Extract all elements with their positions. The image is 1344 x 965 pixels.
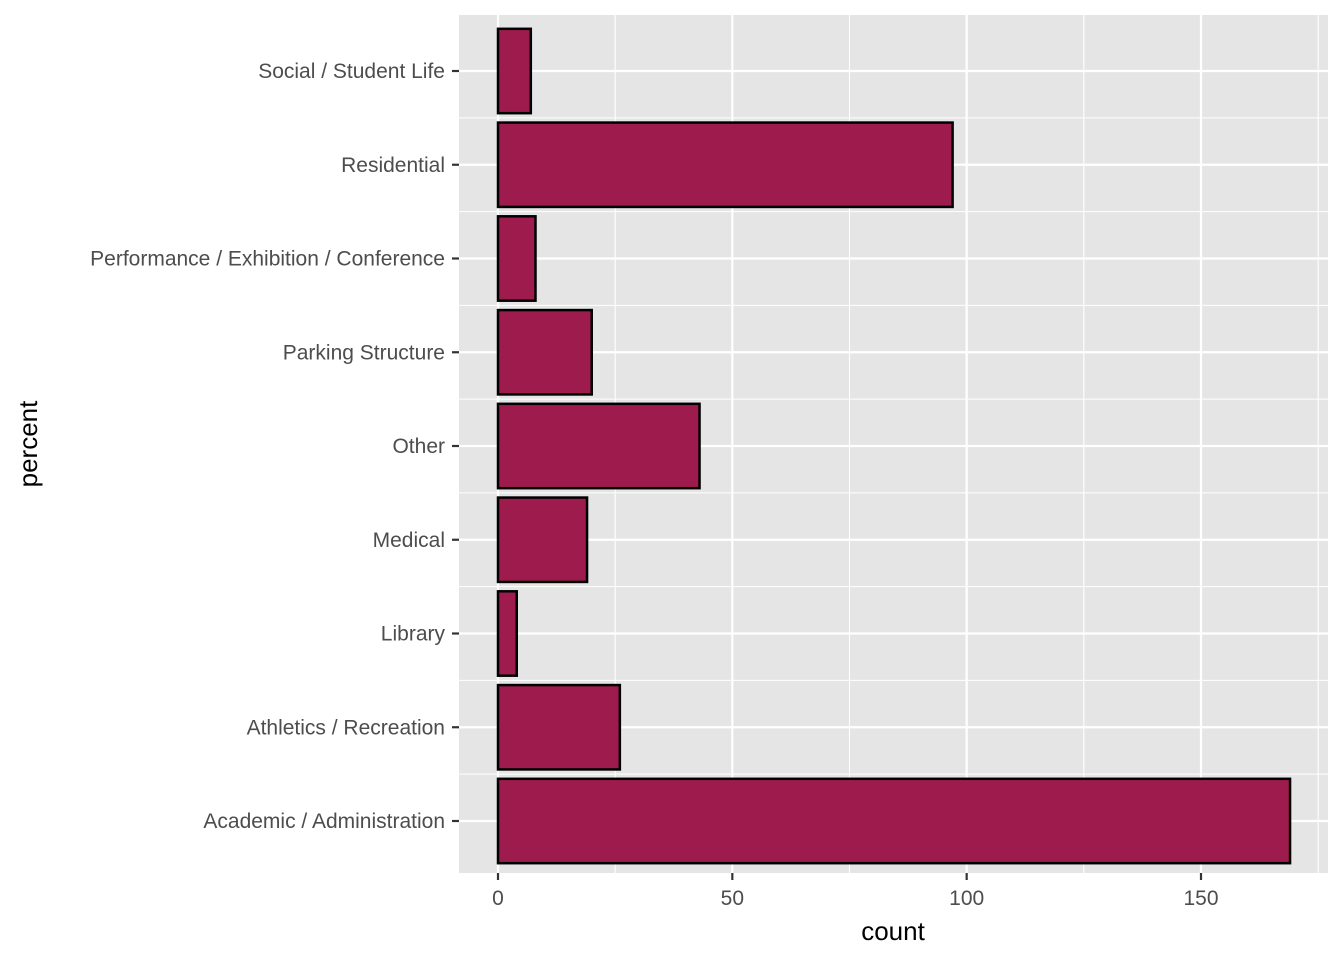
x-tick-label: 50 (721, 887, 744, 910)
x-axis-title: count (861, 916, 925, 946)
bar-other (496, 402, 701, 490)
y-tick-label: Social / Student Life (258, 60, 445, 83)
y-tick-label: Parking Structure (283, 341, 445, 364)
x-tick-label: 150 (1183, 887, 1218, 910)
y-tick-label: Academic / Administration (203, 810, 445, 833)
bars (496, 27, 1292, 865)
bar-performance-exhibition-conference (496, 215, 537, 302)
y-tick-label: Athletics / Recreation (247, 716, 445, 739)
y-tick-label: Residential (341, 154, 445, 177)
x-tick-label: 0 (492, 887, 504, 910)
y-tick-label: Performance / Exhibition / Conference (90, 248, 445, 271)
y-tick-label: Other (392, 435, 445, 458)
minor-gridlines (459, 15, 1328, 873)
y-axis: Academic / Administration Athletics / Rec… (90, 60, 459, 833)
y-axis-title: percent (13, 400, 43, 487)
bar-academic-administration (496, 777, 1292, 865)
bar-medical (496, 496, 589, 584)
bar-residential (496, 121, 954, 209)
y-tick-label: Library (381, 623, 446, 646)
bar-parking-structure (496, 308, 593, 396)
y-tick-label: Medical (373, 529, 445, 552)
bar-social-student-life (496, 27, 533, 115)
bar-athletics-recreation (496, 683, 622, 771)
x-axis: 0 50 100 150 (492, 873, 1219, 910)
x-tick-label: 100 (949, 887, 984, 910)
bar-library (496, 590, 518, 677)
